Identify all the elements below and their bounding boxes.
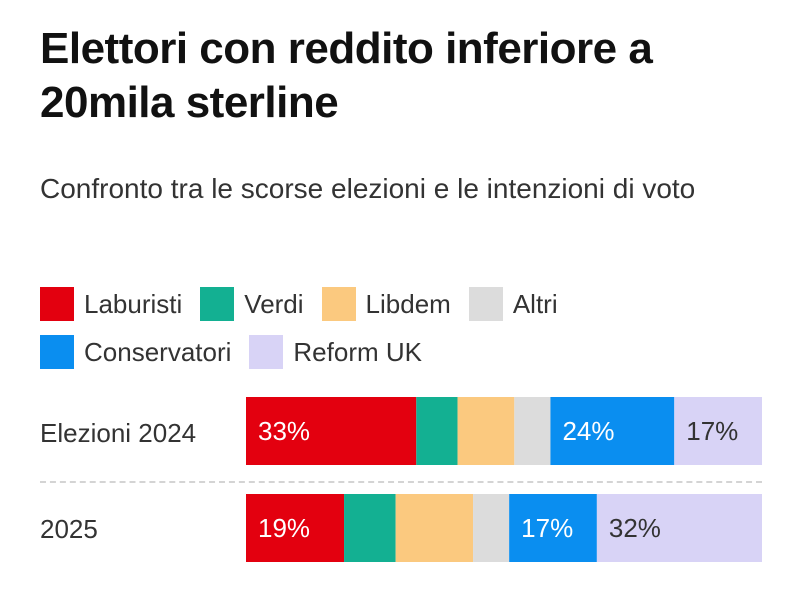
legend-swatch-conservatori [40,335,74,369]
legend-swatch-reform-uk [249,335,284,369]
legend-item-verdi: Verdi [200,287,304,321]
bar-label-2025: 2025 [40,514,98,544]
data-label-reform-uk: 17% [686,416,738,446]
chart-subtitle: Confronto tra le scorse elezioni e le in… [40,173,696,204]
bar-segment-laburisti [246,397,417,465]
legend-swatch-altri [468,287,503,321]
legend: Laburisti Verdi Libdem Altri Conservator… [40,282,780,378]
data-label-conservatori: 17% [521,513,573,543]
chart-title: Elettori con reddito inferiore a 20mila … [40,24,653,127]
legend-label-libdem: Libdem [365,288,451,319]
legend-swatch-verdi [200,287,235,321]
bar-segment-conservatori [509,494,597,562]
legend-label-laburisti: Laburisti [84,288,183,319]
bar-segment-reform-uk [596,494,762,562]
legend-swatch-libdem [321,287,356,321]
bar-segment-libdem [395,494,474,562]
legend-item-reform-uk: Reform UK [249,335,422,369]
bar-label-elezioni-2024: Elezioni 2024 [40,418,197,448]
data-label-conservatori: 24% [562,416,614,446]
legend-row: Laburisti Verdi Libdem Altri [40,282,780,326]
bar-segment-laburisti [246,494,345,562]
bar-segment-verdi [344,494,396,562]
bar-segment-verdi [416,397,458,465]
legend-row: Conservatori Reform UK [40,330,780,374]
data-label-laburisti: 33% [258,416,310,446]
legend-item-conservatori: Conservatori [40,335,231,369]
data-label-reform-uk: 32% [609,513,661,543]
legend-swatch-laburisti [40,287,74,321]
bar-segment-conservatori [550,397,675,465]
bar-segment-reform-uk [674,397,762,465]
legend-item-altri: Altri [468,287,558,321]
bar-segment-libdem [457,397,515,465]
legend-item-laburisti: Laburisti [40,287,182,321]
legend-label-altri: Altri [512,288,558,319]
legend-label-conservatori: Conservatori [84,336,232,367]
legend-label-reform-uk: Reform UK [293,336,422,367]
legend-label-verdi: Verdi [244,288,304,319]
bar-segment-altri [514,397,551,465]
row-divider [40,481,762,483]
data-label-laburisti: 19% [258,513,310,543]
legend-item-libdem: Libdem [321,287,451,321]
bar-segment-altri [473,494,510,562]
